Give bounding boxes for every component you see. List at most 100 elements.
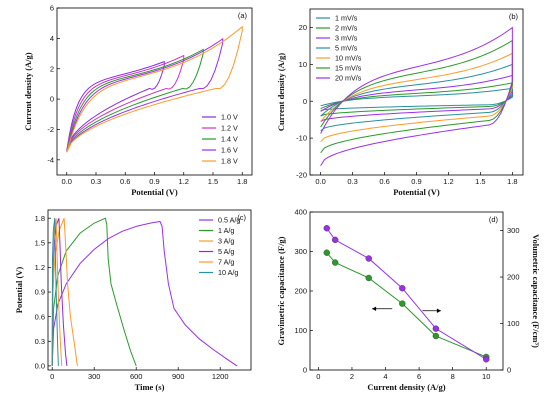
panel-b-legend-entry: 10 mV/s (335, 54, 362, 63)
panel-b-panel-label: (b) (509, 12, 519, 21)
panel-c-x-tick-label: 900 (172, 372, 185, 381)
panel-d-data-point-left (365, 274, 372, 282)
panel-d-data-point-right (331, 236, 339, 244)
panel-a-legend-entry: 1.4 V (221, 135, 238, 144)
panel-d-right-axis-arrowhead (436, 308, 441, 313)
panel-c-series-line-10-A-g (51, 218, 59, 366)
panel-c-legend-entry: 1 A/g (218, 226, 234, 235)
panel-d-x-tick-label: 8 (451, 372, 455, 381)
panel-d-y2-axis-label: Volumetric capacitance (F/cm³) (531, 234, 541, 348)
panel-d-y2-tick-label: 0 (507, 366, 511, 375)
panel-d-y-tick-label: 200 (294, 287, 307, 296)
panel-b-y-tick-label: -10 (296, 134, 307, 143)
panel-b-legend-entry: 3 mV/s (335, 34, 358, 43)
panel-d-data-point-right (432, 325, 440, 332)
panel-d-y-tick-label: 400 (294, 208, 307, 217)
panel-a-y-tick-label: 6 (50, 4, 54, 13)
panel-c-y-tick-label: 0.6 (35, 312, 45, 321)
panel-c-legend-entry: 0.5 A/g (218, 216, 240, 225)
panel-d-x-tick-label: 4 (383, 372, 387, 381)
panel-d-y-tick-label: 0 (303, 366, 307, 375)
panel-d-data-point-right (399, 285, 406, 292)
panel-b-legend-entry: 2 mV/s (335, 24, 358, 33)
panel-a-series-line-1-2-V (66, 54, 185, 151)
panel-a-cv-voltage-windows: 0.0 0.3 0.6 0.9 1.2 1.5 1.8 -4 -2 0 2 4 6 Potential (… (23, 4, 253, 197)
panel-a-y-tick-label: 2 (50, 64, 54, 73)
panel-b-cv-scan-rates: 0.0 0.3 0.6 0.9 1.2 1.5 1.8 -20 -10 0 10 20 Potentia… (276, 8, 524, 197)
panel-d-x-tick-label: 6 (417, 372, 421, 381)
panel-d-data-point-left (399, 300, 406, 307)
panel-d-data-point-right (365, 255, 372, 262)
panel-d-y2-tick-label: 100 (507, 319, 520, 328)
panel-b-x-tick-label: 0.0 (315, 177, 325, 186)
panel-d-y-tick-label: 300 (294, 247, 307, 256)
panel-b-x-axis-label: Potential (V) (393, 187, 440, 197)
panel-d-x-axis-label: Current density (A/g) (367, 382, 445, 392)
panel-d-left-axis-arrowhead (372, 306, 377, 311)
panel-c-y-tick-label: 0.3 (35, 337, 45, 346)
panel-b-y-tick-label: 20 (299, 23, 307, 32)
panel-a-x-axis-label: Potential (V) (131, 187, 178, 197)
panel-b-legend-entry: 15 mV/s (335, 64, 362, 73)
panel-d-y-axis-label: Gravimetric capacitance (F/g) (276, 236, 286, 345)
panel-c-y-tick-label: 1.5 (35, 238, 45, 247)
panel-c-legend-entry: 5 A/g (218, 247, 234, 256)
panel-b-x-tick-label: 1.2 (443, 177, 453, 186)
panel-d-data-point-left (432, 332, 440, 340)
panel-a-legend-entry: 1.6 V (221, 146, 238, 155)
panel-a-x-tick-label: 1.5 (208, 177, 218, 186)
panel-d-panel-label: (d) (489, 215, 499, 224)
panel-c-y-tick-label: 0.0 (35, 361, 45, 370)
panel-a-y-tick-label: 4 (50, 34, 54, 43)
panel-c-y-axis-label: Potential (V) (14, 267, 24, 314)
panel-a-y-tick-label: -4 (47, 155, 54, 164)
panel-d-x-tick-label: 2 (350, 372, 354, 381)
panel-a-x-tick-label: 0.6 (120, 177, 130, 186)
panel-c-y-tick-label: 0.9 (35, 288, 45, 297)
panel-d-y-tick-label: 100 (294, 326, 307, 335)
panel-b-legend-entry: 1 mV/s (335, 14, 358, 23)
panel-c-gcd-curves: 0 300 600 900 1200 0.0 0.3 0.6 0.9 1.2 1.5 1.8 Time … (14, 209, 252, 392)
panel-b-y-tick-label: 10 (299, 60, 307, 69)
panel-c-x-tick-label: 300 (88, 372, 101, 381)
panel-a-legend-entry: 1.2 V (221, 124, 238, 133)
panel-b-x-tick-label: 0.3 (347, 177, 357, 186)
panel-c-series-line-1-A-g (51, 217, 137, 367)
panel-d-y2-tick-label: 200 (507, 273, 520, 282)
panel-c-series-line-0-5-A-g (51, 220, 238, 367)
panel-c-x-tick-label: 1200 (212, 372, 229, 381)
panel-c-x-tick-label: 600 (130, 372, 143, 381)
panel-d-x-tick-label: 10 (482, 372, 490, 381)
panel-a-series-line-1-6-V (66, 37, 224, 153)
panel-c-legend-entry: 10 A/g (218, 268, 238, 277)
panel-d-y2-tick-label: 300 (507, 226, 520, 235)
panel-b-y-tick-label: 0 (303, 97, 307, 106)
panel-c-y-tick-label: 1.2 (35, 263, 45, 272)
panel-d-plot-frame (309, 211, 504, 371)
panel-a-legend-entry: 1.0 V (221, 113, 238, 122)
panel-b-x-tick-label: 1.8 (507, 177, 517, 186)
panel-a-legend-entry: 1.8 V (221, 157, 238, 166)
panel-b-y-tick-label: -20 (296, 171, 307, 180)
panel-d-series-line-right (326, 227, 487, 360)
panel-a-panel-label: (a) (238, 11, 248, 20)
panel-b-x-tick-label: 1.5 (475, 177, 485, 186)
panel-d-series-line-left (326, 252, 487, 358)
panel-a-series-line-1-8-V (66, 25, 243, 153)
panel-b-legend-entry: 20 mV/s (335, 74, 362, 83)
panel-a-y-tick-label: 0 (50, 95, 54, 104)
panel-b-x-tick-label: 0.6 (379, 177, 389, 186)
panel-b-x-tick-label: 0.9 (411, 177, 421, 186)
panel-c-legend-entry: 7 A/g (218, 258, 234, 267)
panel-c-series-line-5-A-g (51, 218, 68, 366)
panel-d-data-point-left (323, 249, 330, 256)
panel-d-x-tick-label: 0 (316, 372, 320, 381)
panel-a-x-tick-label: 0.9 (149, 177, 159, 186)
panel-b-series-line-20-mV-s (320, 26, 513, 167)
panel-c-x-tick-label: 0 (50, 372, 54, 381)
panel-b-legend-entry: 5 mV/s (335, 44, 358, 53)
panel-a-x-tick-label: 1.2 (179, 177, 189, 186)
panel-b-y-axis-label: Current density (A/g) (276, 53, 286, 131)
panel-a-y-tick-label: -2 (47, 125, 54, 134)
